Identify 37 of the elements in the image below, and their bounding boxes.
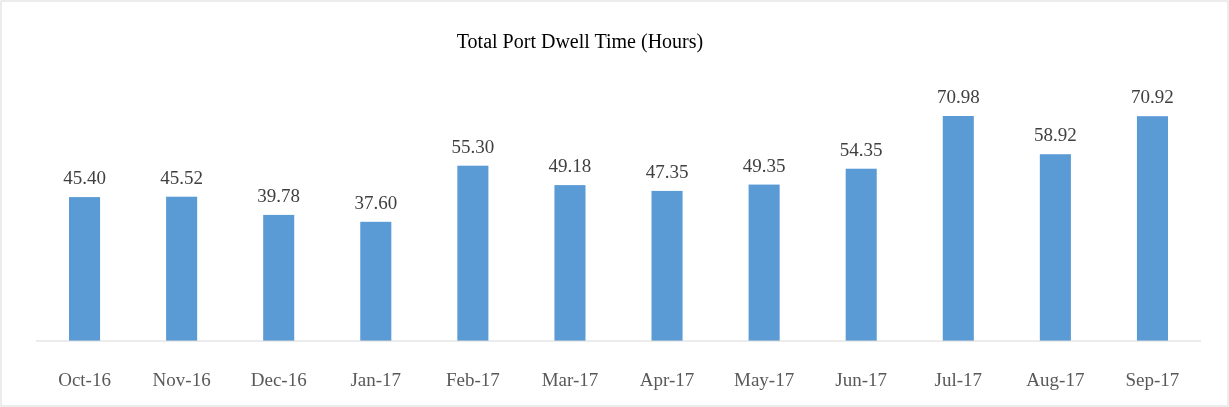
x-tick-label: Feb-17 (445, 369, 500, 390)
data-label: 54.35 (839, 138, 883, 160)
bar (360, 221, 392, 341)
bar (651, 190, 683, 341)
bar (845, 168, 877, 341)
x-tick-label: Aug-17 (1026, 369, 1085, 390)
x-tick-label: Nov-16 (152, 369, 211, 390)
data-label: 70.92 (1131, 86, 1174, 108)
x-tick-label: Sep-17 (1125, 369, 1180, 390)
data-label: 55.30 (451, 135, 495, 157)
bar (748, 184, 780, 341)
x-tick-label: Jan-17 (350, 369, 402, 390)
data-label: 45.40 (63, 167, 106, 189)
x-tick-label: Oct-16 (58, 369, 111, 390)
bar (554, 185, 586, 341)
data-label: 49.18 (548, 155, 592, 177)
bar (1136, 116, 1168, 341)
x-tick-label: Jul-17 (934, 369, 983, 390)
data-label: 47.35 (645, 160, 689, 182)
x-tick-label: Jun-17 (835, 369, 888, 390)
data-label: 58.92 (1034, 124, 1077, 146)
bar (942, 116, 974, 341)
data-label: 70.98 (936, 86, 980, 107)
data-label: 37.60 (354, 191, 398, 213)
bar (263, 214, 295, 341)
x-tick-label: Mar-17 (541, 369, 599, 390)
data-label: 39.78 (257, 184, 301, 206)
bar (457, 165, 489, 341)
bar (166, 196, 198, 341)
x-tick-label: Dec-16 (250, 369, 307, 390)
data-label: 49.35 (742, 154, 786, 176)
bar (69, 197, 101, 341)
x-tick-label: Apr-17 (639, 369, 695, 390)
data-label: 45.52 (160, 166, 203, 188)
x-tick-label: May-17 (734, 369, 795, 390)
chart-title: Total Port Dwell Time (Hours) (456, 30, 704, 53)
bar (1039, 154, 1071, 341)
